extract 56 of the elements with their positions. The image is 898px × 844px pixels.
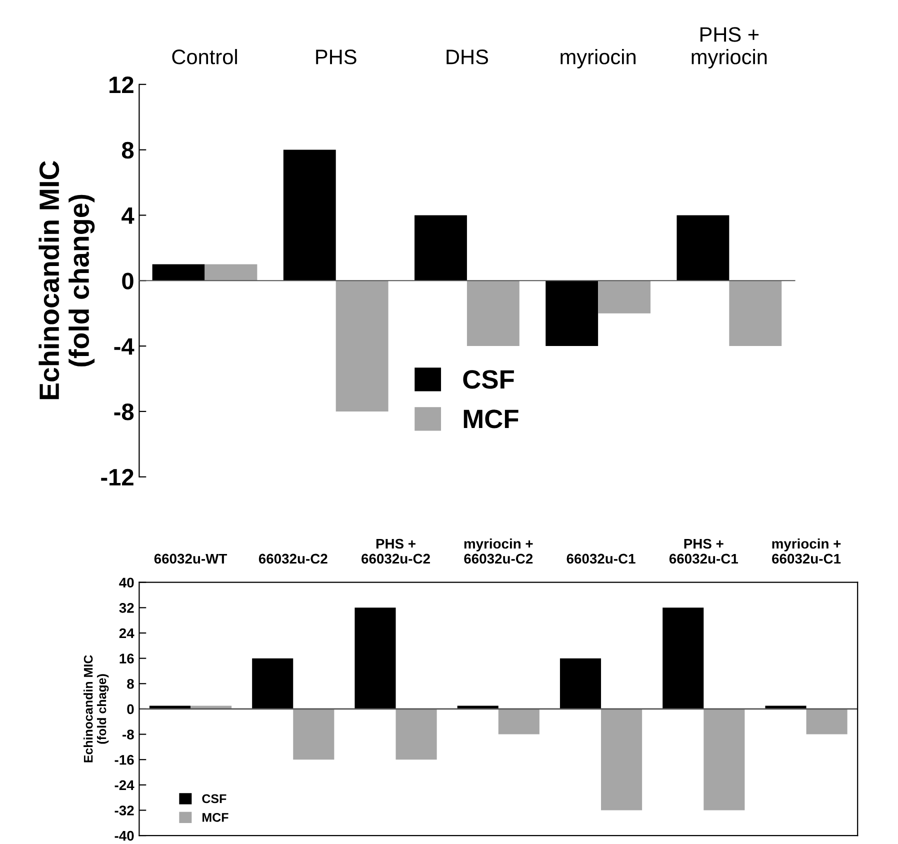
x-tick-label: 66032u-C2 xyxy=(258,554,328,564)
bar xyxy=(601,708,642,810)
bar xyxy=(336,280,388,412)
legend-label: MCF xyxy=(202,812,228,822)
y-tick-label: -12 xyxy=(101,468,134,486)
legend-label: CSF xyxy=(463,370,514,389)
y-tick-label: -24 xyxy=(114,780,134,790)
bar xyxy=(498,708,540,734)
bar xyxy=(662,608,704,709)
x-tick-label: myriocin xyxy=(560,49,636,68)
bar xyxy=(598,280,651,314)
bar xyxy=(252,658,294,709)
y-tick-label: 4 xyxy=(122,208,134,224)
y-tick-label: -8 xyxy=(122,730,134,740)
y-tick-label: -8 xyxy=(114,404,134,420)
y-tick-label: 16 xyxy=(120,654,134,664)
bar xyxy=(704,708,745,810)
x-tick-label: PHS + 66032u-C2 xyxy=(362,538,430,564)
y-tick-label: 32 xyxy=(119,603,134,613)
bar xyxy=(414,215,467,281)
y-tick-label: -4 xyxy=(114,338,134,355)
y-tick-label: 8 xyxy=(127,678,134,689)
bar xyxy=(676,215,730,281)
y-tick-label: 12 xyxy=(110,76,134,93)
bar xyxy=(560,658,602,709)
x-tick-label: PHS + 66032u-C1 xyxy=(669,538,738,564)
bar xyxy=(152,264,205,281)
bar xyxy=(546,280,598,346)
x-tick-label: 66032u-C1 xyxy=(566,554,636,564)
bar xyxy=(354,608,396,709)
y-tick-label: 24 xyxy=(119,628,134,638)
x-tick-label: PHS xyxy=(316,50,356,64)
bar xyxy=(204,264,258,281)
x-tick-label: 66032u-WT xyxy=(154,554,228,564)
bar xyxy=(729,280,782,346)
x-tick-label: Control xyxy=(172,49,237,64)
legend-label: MCF xyxy=(464,410,518,428)
x-tick-label: myriocin + 66032u-C2 xyxy=(464,538,533,564)
y-tick-label: -32 xyxy=(114,806,134,816)
y-tick-label: 40 xyxy=(119,578,134,588)
y-axis-title: Echinocandin MIC (fold chage) xyxy=(84,655,109,762)
legend-label: CSF xyxy=(202,794,226,804)
x-tick-label: DHS xyxy=(446,50,488,64)
bar xyxy=(283,150,336,281)
bar xyxy=(466,280,520,346)
y-tick-label: -40 xyxy=(114,830,134,841)
y-axis-title: Echinocandin MIC (fold change) xyxy=(38,161,95,400)
x-tick-label: myriocin + 66032u-C1 xyxy=(772,538,841,564)
y-tick-label: 8 xyxy=(122,142,134,159)
bar xyxy=(806,708,848,734)
y-tick-label: 0 xyxy=(122,272,134,290)
x-tick-label: PHS + myriocin xyxy=(692,27,767,68)
bar xyxy=(396,708,437,760)
bar xyxy=(293,708,334,760)
y-tick-label: -16 xyxy=(114,754,134,765)
y-tick-label: 0 xyxy=(127,704,134,714)
